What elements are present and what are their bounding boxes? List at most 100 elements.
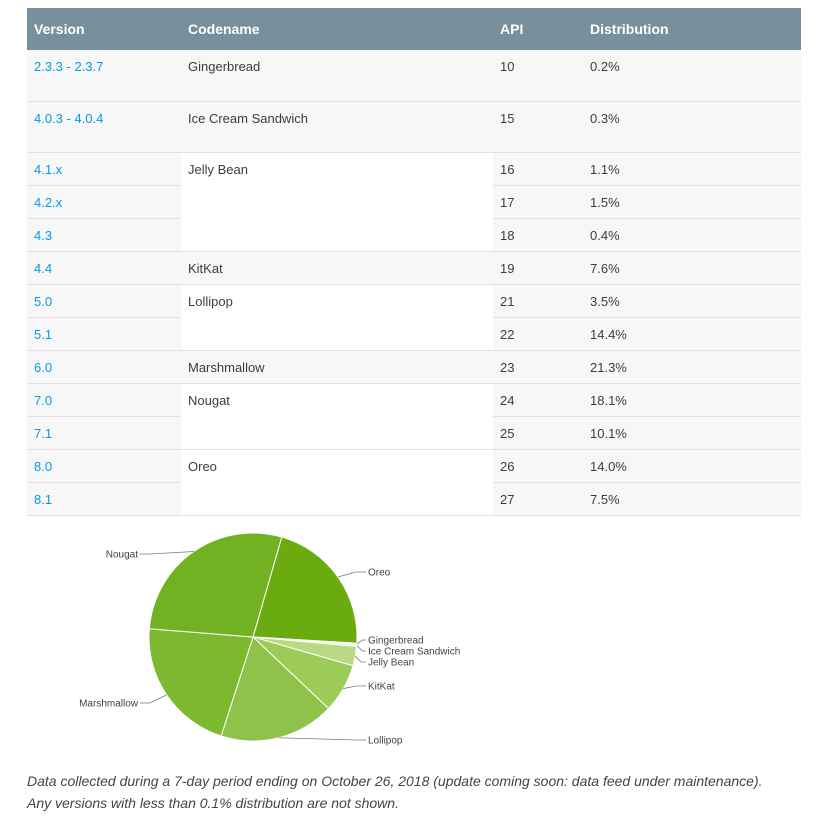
version-link[interactable]: 7.1: [34, 425, 53, 441]
version-link[interactable]: 5.0: [34, 293, 53, 309]
distribution-cell: 21.3%: [583, 350, 801, 384]
leader-line: [356, 645, 366, 652]
distribution-cell: 7.5%: [583, 482, 801, 516]
table-row: 2.3.3 - 2.3.7 Gingerbread 10 0.2%: [27, 50, 801, 102]
pie-label: Marshmallow: [79, 699, 139, 710]
version-cell: 7.1: [27, 416, 181, 450]
version-link[interactable]: 6.0: [34, 359, 53, 375]
leader-line: [140, 694, 167, 704]
version-cell: 5.1: [27, 317, 181, 351]
version-link[interactable]: 4.4: [34, 260, 53, 276]
api-cell: 25: [493, 416, 583, 450]
header-distribution: Distribution: [583, 8, 801, 50]
leader-line: [278, 737, 366, 741]
table-row: 5.1 22 14.4%: [27, 317, 801, 351]
distribution-cell: 7.6%: [583, 251, 801, 285]
table-row: 8.0 Oreo 26 14.0%: [27, 449, 801, 516]
version-cell: 4.1.x: [27, 152, 181, 186]
data-caption: Data collected during a 7-day period end…: [27, 770, 817, 814]
version-link[interactable]: 8.1: [34, 491, 53, 507]
leader-line: [354, 655, 366, 663]
version-link[interactable]: 4.1.x: [34, 161, 63, 177]
version-link[interactable]: 8.0: [34, 458, 53, 474]
distribution-cell: 0.4%: [583, 218, 801, 252]
table-row: 4.2.x 17 1.5%: [27, 185, 801, 219]
codename-cell: Lollipop: [181, 284, 493, 351]
table-row: 4.4 KitKat 19 7.6%: [27, 251, 801, 285]
table-row: 4.3 18 0.4%: [27, 218, 801, 252]
distribution-cell: 10.1%: [583, 416, 801, 450]
api-cell: 24: [493, 383, 583, 417]
distribution-table: Version Codename API Distribution 2.3.3 …: [27, 8, 801, 516]
table-row: 6.0 Marshmallow 23 21.3%: [27, 350, 801, 384]
version-link[interactable]: 2.3.3 - 2.3.7: [34, 59, 104, 74]
api-cell: 17: [493, 185, 583, 219]
table-row: 7.0 Nougat 24 18.1%: [27, 383, 801, 450]
codename-cell: Oreo: [181, 449, 493, 516]
distribution-cell: 0.2%: [583, 50, 801, 102]
pie-label: Oreo: [368, 568, 391, 579]
distribution-cell: 1.5%: [583, 185, 801, 219]
distribution-cell: 0.3%: [583, 101, 801, 153]
header-version: Version: [27, 8, 181, 50]
codename-cell: Gingerbread: [181, 50, 493, 102]
pie-label: Nougat: [106, 550, 138, 561]
distribution-cell: 14.4%: [583, 317, 801, 351]
pie-label: Ice Cream Sandwich: [368, 647, 460, 658]
distribution-cell: 18.1%: [583, 383, 801, 417]
api-cell: 16: [493, 152, 583, 186]
version-link[interactable]: 4.3: [34, 227, 53, 243]
leader-line: [337, 571, 366, 578]
table-row: 4.1.x Jelly Bean 16 1.1%: [27, 152, 801, 252]
api-cell: 15: [493, 101, 583, 153]
version-link[interactable]: 7.0: [34, 392, 53, 408]
api-cell: 19: [493, 251, 583, 285]
version-cell: 4.3: [27, 218, 181, 252]
version-cell: 5.0: [27, 284, 181, 318]
codename-cell: Nougat: [181, 383, 493, 450]
version-cell: 8.1: [27, 482, 181, 516]
version-cell: 2.3.3 - 2.3.7: [27, 50, 181, 102]
codename-cell: Jelly Bean: [181, 152, 493, 252]
api-cell: 10: [493, 50, 583, 102]
version-link[interactable]: 4.0.3 - 4.0.4: [34, 110, 104, 126]
api-cell: 27: [493, 482, 583, 516]
table-row: 5.0 Lollipop 21 3.5%: [27, 284, 801, 351]
leader-line: [356, 639, 366, 645]
version-cell: 8.0: [27, 449, 181, 483]
leader-line: [140, 551, 194, 555]
api-cell: 18: [493, 218, 583, 252]
header-codename: Codename: [181, 8, 493, 50]
table-row: 8.1 27 7.5%: [27, 482, 801, 516]
pie-slice-nougat: [148, 532, 283, 638]
api-cell: 23: [493, 350, 583, 384]
table-row: 7.1 25 10.1%: [27, 416, 801, 450]
version-cell: 4.4: [27, 251, 181, 285]
distribution-cell: 14.0%: [583, 449, 801, 483]
api-cell: 26: [493, 449, 583, 483]
leader-line: [343, 685, 366, 689]
distribution-cell: 1.1%: [583, 152, 801, 186]
codename-cell: KitKat: [181, 251, 493, 285]
pie-label: KitKat: [368, 682, 395, 693]
version-link[interactable]: 5.1: [34, 326, 53, 342]
table-header-row: Version Codename API Distribution: [27, 8, 801, 50]
version-link[interactable]: 4.2.x: [34, 194, 63, 210]
distribution-cell: 3.5%: [583, 284, 801, 318]
pie-slice-marshmallow: [148, 628, 254, 737]
version-cell: 4.0.3 - 4.0.4: [27, 101, 181, 153]
codename-cell: Marshmallow: [181, 350, 493, 384]
pie-slice-oreo: [252, 536, 358, 644]
pie-label: Lollipop: [368, 736, 403, 747]
caption-line-2: Any versions with less than 0.1% distrib…: [27, 795, 399, 811]
header-api: API: [493, 8, 583, 50]
version-cell: 7.0: [27, 383, 181, 417]
table-row: 4.0.3 - 4.0.4 Ice Cream Sandwich 15 0.3%: [27, 101, 801, 153]
version-cell: 4.2.x: [27, 185, 181, 219]
pie-label: Gingerbread: [368, 636, 424, 647]
version-cell: 6.0: [27, 350, 181, 384]
caption-line-1: Data collected during a 7-day period end…: [27, 773, 763, 789]
api-cell: 22: [493, 317, 583, 351]
api-cell: 21: [493, 284, 583, 318]
pie-label: Jelly Bean: [368, 658, 414, 669]
